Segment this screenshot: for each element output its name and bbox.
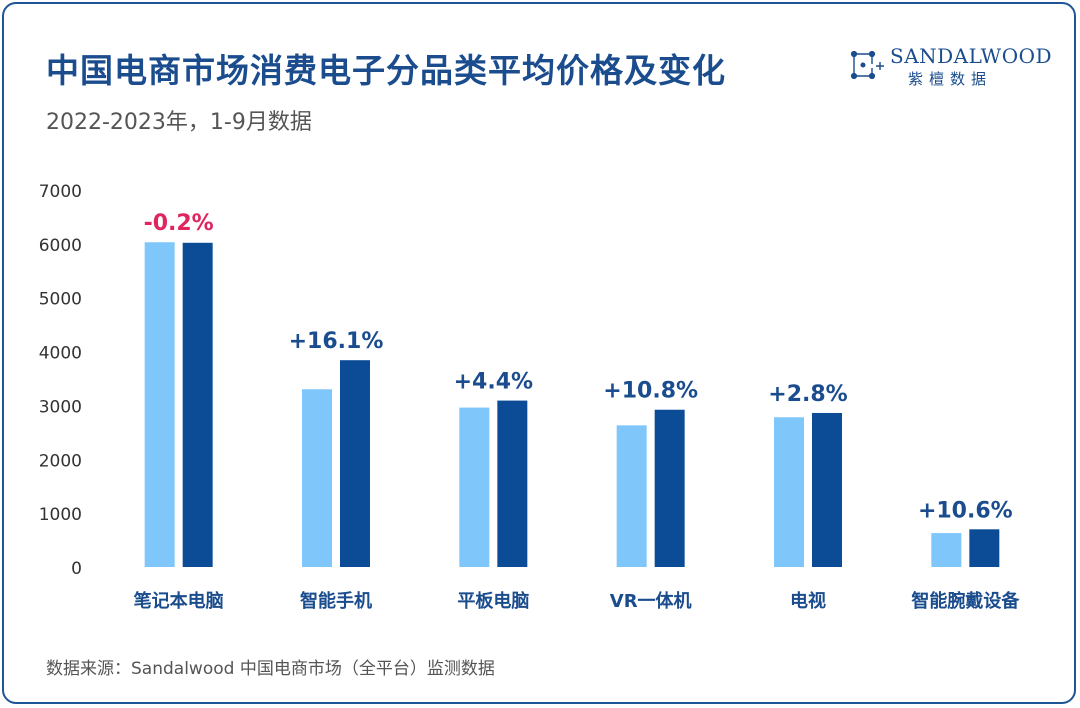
bar [774, 417, 804, 567]
y-tick-label: 1000 [39, 505, 82, 525]
y-tick-label: 6000 [39, 236, 82, 256]
chart-title: 中国电商市场消费电子分品类平均价格及变化 [46, 51, 726, 90]
y-tick-label: 7000 [39, 182, 82, 202]
bar [969, 529, 1000, 567]
brand-logo: SANDALWOOD 紫檀数据 [846, 44, 1052, 88]
bar [459, 407, 490, 567]
bar [616, 425, 647, 567]
y-tick-label: 0 [71, 559, 82, 579]
bar [144, 242, 175, 567]
bar [182, 242, 213, 567]
bar [812, 412, 842, 567]
x-tick-label: VR一体机 [610, 590, 692, 612]
y-tick-label: 3000 [39, 397, 82, 417]
bar [340, 360, 370, 567]
x-tick-label: 智能腕戴设备 [911, 590, 1020, 612]
change-annotation: +2.8% [768, 382, 847, 407]
data-source-note: 数据来源：Sandalwood 中国电商市场（全平台）监测数据 [46, 659, 495, 679]
bar-chart: 0 1000 2000 3000 4000 5000 6000 7000 笔记本电脑 -0.2% 智… [39, 182, 1021, 612]
x-tick-label: 电视 [790, 590, 826, 612]
x-tick-label: 智能手机 [300, 590, 372, 612]
change-annotation: +10.8% [603, 379, 698, 404]
y-tick-label: 5000 [39, 290, 82, 310]
constellation-icon [850, 50, 884, 80]
brand-name: SANDALWOOD [890, 44, 1053, 68]
chart-subtitle: 2022-2023年，1-9月数据 [46, 110, 312, 135]
y-tick-label: 2000 [39, 451, 82, 471]
bar [654, 409, 685, 567]
change-annotation: +10.6% [918, 498, 1013, 523]
x-tick-label: 笔记本电脑 [134, 590, 224, 612]
brand-subname: 紫檀数据 [908, 70, 993, 88]
x-tick-label: 平板电脑 [457, 590, 529, 612]
change-annotation: -0.2% [144, 211, 214, 236]
change-annotation: +4.4% [454, 370, 533, 395]
bar [302, 389, 332, 567]
change-annotation: +16.1% [289, 329, 384, 354]
y-tick-label: 4000 [39, 344, 82, 364]
bar [931, 533, 962, 567]
bar [497, 400, 528, 567]
